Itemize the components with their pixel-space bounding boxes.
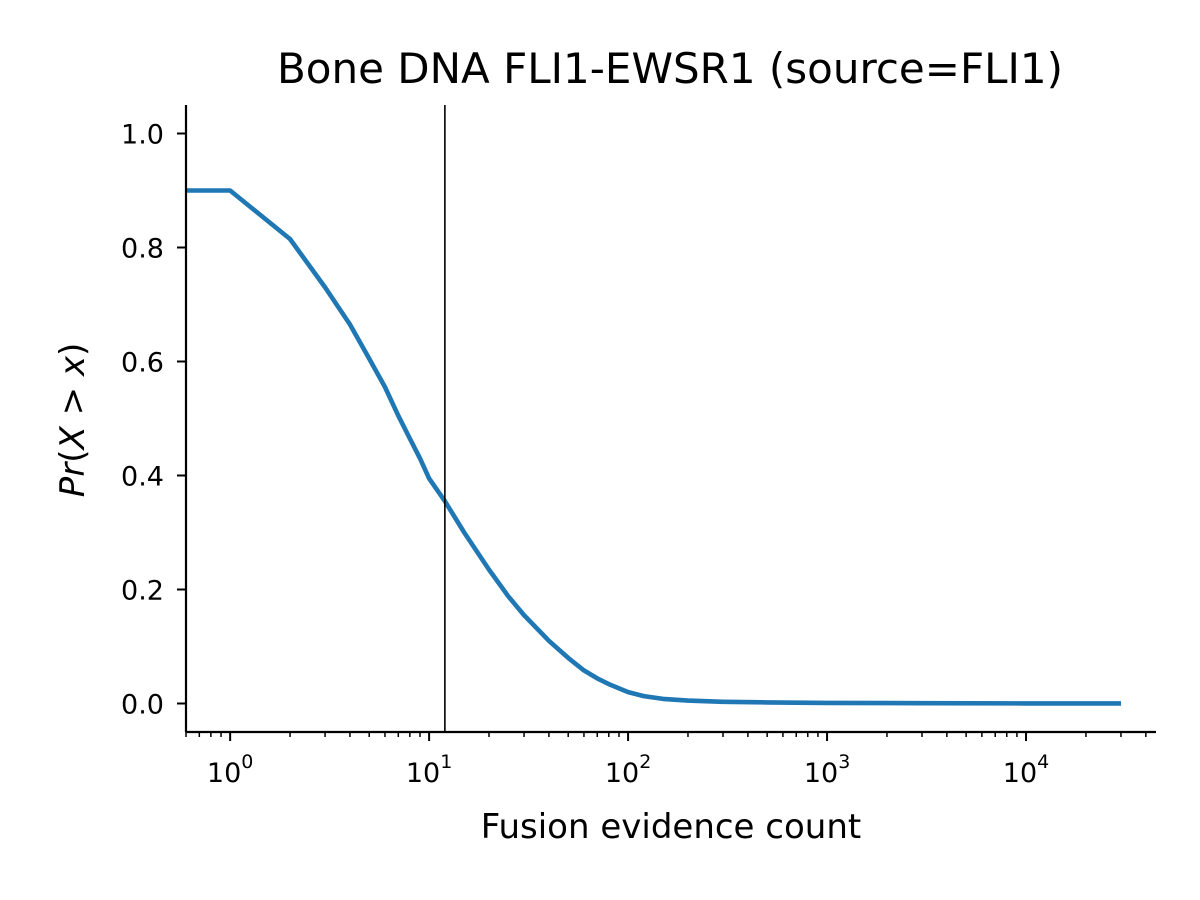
y-axis-ticks: 0.0 0.2 0.4 0.6 0.8 1.0 <box>121 120 186 721</box>
y-label-part-open: ( <box>53 450 93 463</box>
plot-area <box>186 105 1121 732</box>
y-axis-label: Pr(X > x) <box>53 343 93 498</box>
y-tick-label: 0.2 <box>121 576 164 607</box>
x-tick-label: 101 <box>406 751 452 789</box>
y-tick-label: 0.8 <box>121 234 164 265</box>
y-label-part-gt: > <box>53 376 93 426</box>
y-tick-label: 0.4 <box>121 462 164 493</box>
y-label-part-close: ) <box>53 343 93 356</box>
x-tick-label: 103 <box>804 751 850 789</box>
y-label-part-pr: Pr <box>53 461 93 498</box>
x-tick-label: 104 <box>1003 751 1049 789</box>
y-tick-label: 1.0 <box>121 120 164 151</box>
x-axis-label: Fusion evidence count <box>481 807 861 847</box>
y-label-part-x-upper: X <box>53 426 93 452</box>
x-tick-label: 102 <box>605 751 651 789</box>
chart-title: Bone DNA FLI1-EWSR1 (source=FLI1) <box>277 44 1063 93</box>
y-tick-label: 0.0 <box>121 690 164 721</box>
series-line-0 <box>186 188 1121 706</box>
y-tick-label: 0.6 <box>121 348 164 379</box>
y-label-part-x-lower: x <box>53 355 93 377</box>
x-tick-label: 100 <box>207 751 253 789</box>
x-axis-ticks: 100 101 102 103 104 <box>185 732 1147 789</box>
